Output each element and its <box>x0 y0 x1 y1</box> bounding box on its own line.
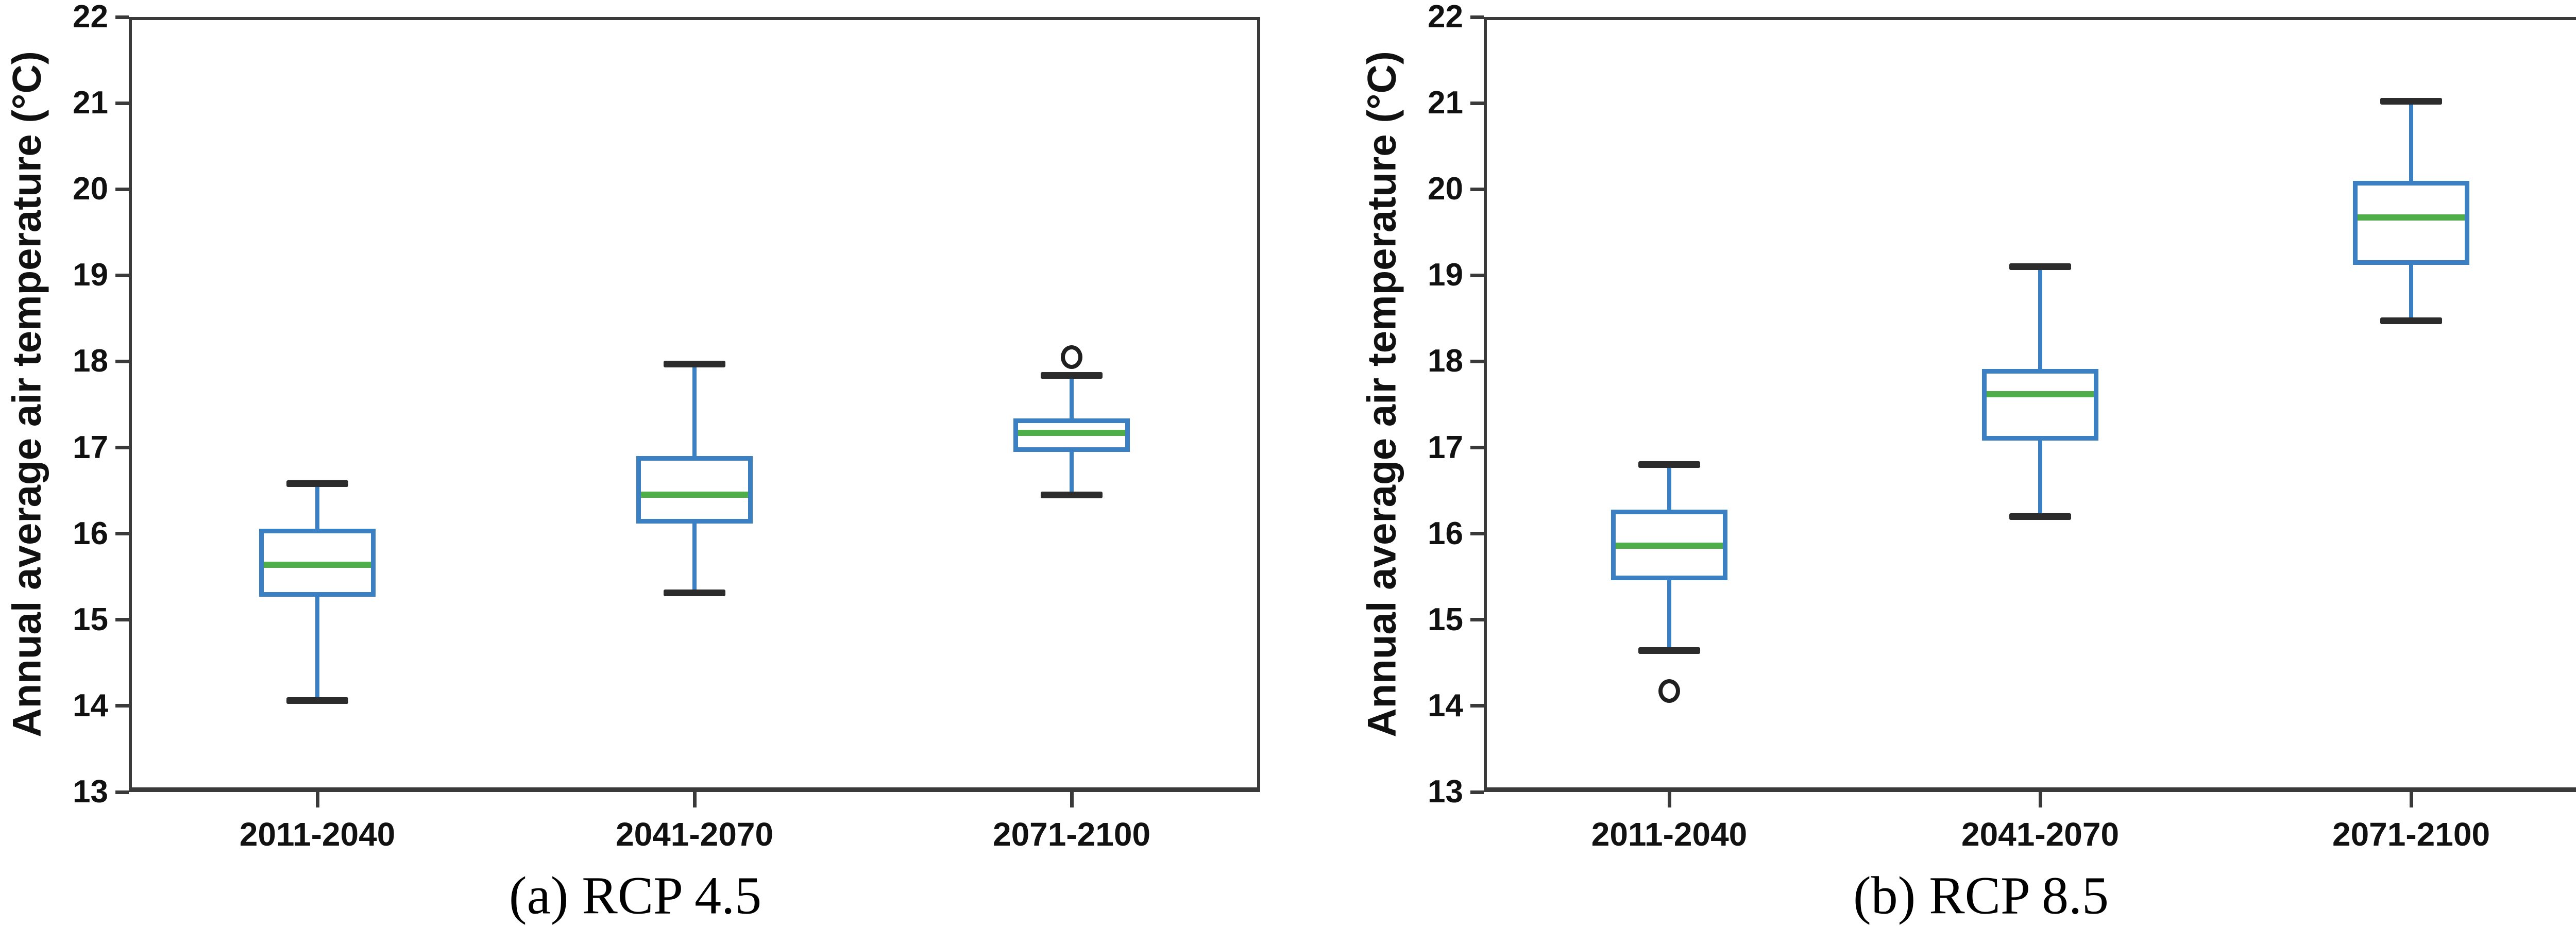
y-tick-label: 20 <box>1428 171 1463 207</box>
x-tick-mark <box>2038 792 2042 807</box>
upper-whisker <box>1667 464 1671 510</box>
y-tick-label: 16 <box>1428 515 1463 551</box>
y-tick-mark <box>115 790 129 794</box>
whisker-cap <box>2009 263 2071 271</box>
lower-whisker <box>1667 580 1671 651</box>
y-tick-label: 13 <box>73 774 108 810</box>
x-tick-mark <box>692 792 697 807</box>
y-tick-mark <box>1470 446 1484 450</box>
lower-whisker <box>2038 441 2042 517</box>
y-tick-label: 19 <box>1428 257 1463 293</box>
y-tick-mark <box>1470 359 1484 363</box>
x-tick-mark <box>315 792 319 807</box>
y-tick-mark <box>115 446 129 450</box>
y-tick-mark <box>115 618 129 622</box>
whisker-cap <box>1041 372 1103 379</box>
whisker-cap <box>286 697 348 704</box>
whisker-cap <box>286 480 348 487</box>
plot-frame-a <box>129 17 1260 792</box>
x-tick-label: 2041-2070 <box>615 816 774 853</box>
y-tick-mark <box>1470 101 1484 105</box>
y-tick-label: 16 <box>73 515 108 551</box>
outlier-point <box>1061 345 1082 369</box>
upper-whisker <box>1070 375 1074 418</box>
y-tick-label: 20 <box>73 171 108 207</box>
median-line <box>2358 214 2465 221</box>
y-tick-mark <box>115 101 129 105</box>
y-tick-mark <box>1470 273 1484 277</box>
upper-whisker <box>2409 101 2413 181</box>
upper-whisker <box>315 483 319 529</box>
x-tick-label: 2041-2070 <box>1961 816 2120 853</box>
median-line <box>1987 391 2094 397</box>
median-line <box>1018 430 1125 436</box>
median-line <box>1616 543 1723 549</box>
y-tick-mark <box>115 359 129 363</box>
plot-frame-b <box>1484 17 2576 792</box>
y-tick-mark <box>115 704 129 708</box>
x-tick-label: 2011-2040 <box>239 816 396 853</box>
x-tick-mark <box>2409 792 2413 807</box>
y-tick-label: 18 <box>1428 343 1463 379</box>
y-tick-mark <box>1470 704 1484 708</box>
median-line <box>264 561 371 568</box>
x-tick-label: 2071-2100 <box>2332 816 2490 853</box>
y-tick-label: 22 <box>1428 0 1463 35</box>
upper-whisker <box>2038 266 2042 369</box>
whisker-cap <box>2009 513 2071 520</box>
y-tick-label: 17 <box>73 429 108 465</box>
y-tick-label: 15 <box>1428 601 1463 637</box>
y-tick-mark <box>1470 15 1484 19</box>
y-tick-mark <box>115 15 129 19</box>
whisker-cap <box>2380 317 2442 325</box>
y-tick-mark <box>1470 532 1484 536</box>
whisker-cap <box>1638 647 1700 654</box>
subplot-caption-b: (b) RCP 8.5 <box>1853 866 2109 925</box>
y-tick-label: 21 <box>1428 85 1463 121</box>
box-a-2041-2070 <box>636 456 753 524</box>
y-tick-label: 22 <box>73 0 108 35</box>
upper-whisker <box>692 364 697 457</box>
y-tick-mark <box>1470 187 1484 191</box>
box-b-2041-2070 <box>1982 369 2098 441</box>
y-tick-label: 14 <box>1428 687 1463 723</box>
whisker-cap <box>1638 461 1700 468</box>
y-tick-label: 21 <box>73 85 108 121</box>
y-tick-mark <box>115 187 129 191</box>
lower-whisker <box>1070 451 1074 495</box>
y-tick-label: 13 <box>1428 774 1463 810</box>
lower-whisker <box>692 523 697 593</box>
x-tick-mark <box>1667 792 1671 807</box>
whisker-cap <box>1041 491 1103 498</box>
y-tick-mark <box>115 273 129 277</box>
x-tick-mark <box>1070 792 1074 807</box>
y-tick-mark <box>1470 618 1484 622</box>
y-tick-label: 15 <box>73 601 108 637</box>
y-tick-mark <box>115 532 129 536</box>
x-tick-label: 2071-2100 <box>992 816 1151 853</box>
median-line <box>641 492 748 498</box>
whisker-cap <box>2380 98 2442 105</box>
whisker-cap <box>664 590 725 597</box>
x-tick-label: 2011-2040 <box>1591 816 1748 853</box>
whisker-cap <box>664 360 725 367</box>
outlier-point <box>1658 679 1680 703</box>
box-b-2071-2100 <box>2353 180 2469 265</box>
y-tick-label: 17 <box>1428 429 1463 465</box>
subplot-caption-a: (a) RCP 4.5 <box>509 866 762 925</box>
y-tick-mark <box>1470 790 1484 794</box>
y-tick-label: 18 <box>73 343 108 379</box>
y-tick-label: 19 <box>73 257 108 293</box>
lower-whisker <box>2409 265 2413 321</box>
lower-whisker <box>315 596 319 701</box>
y-tick-label: 14 <box>73 687 108 723</box>
